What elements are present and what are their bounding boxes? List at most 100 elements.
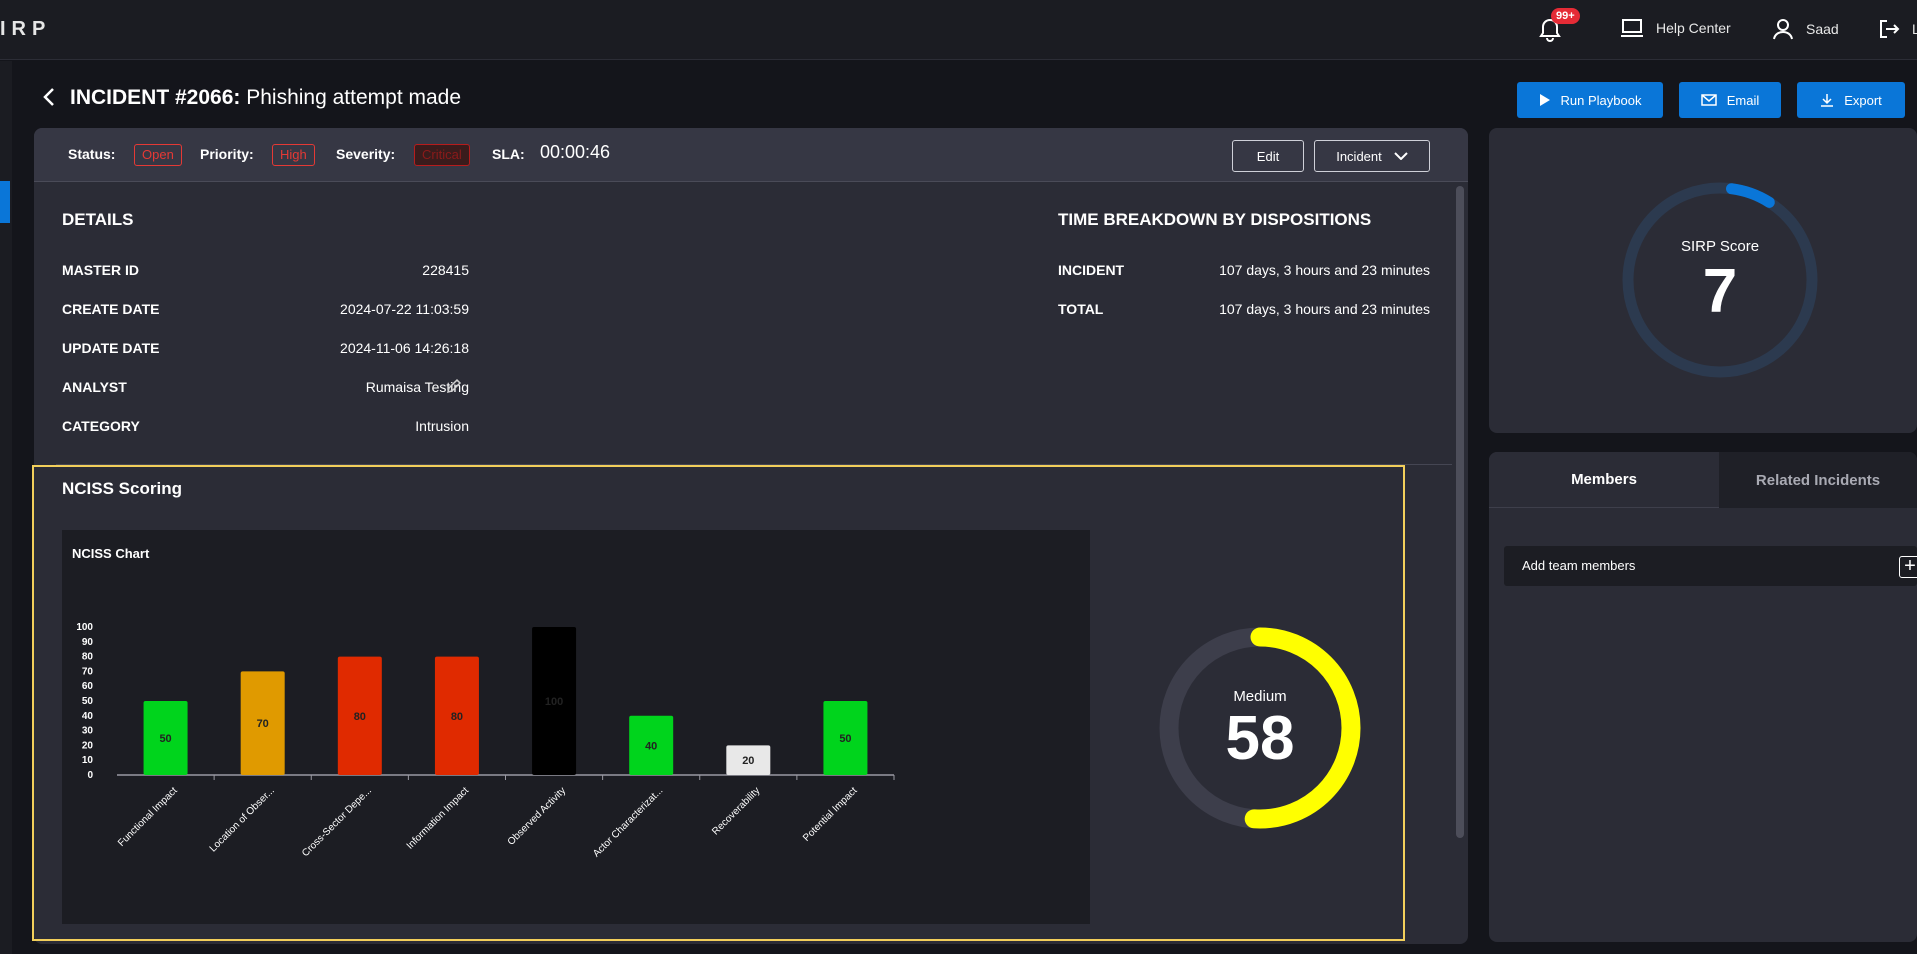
help-center-link[interactable]: Help Center — [1620, 18, 1731, 38]
run-playbook-label: Run Playbook — [1560, 92, 1642, 108]
nciss-bar-chart: 0 10 20 30 40 50 60 70 80 90 100 50 Functional Impac… — [76, 622, 895, 860]
sirp-score-value: 7 — [1702, 257, 1738, 326]
add-team-members-label: Add team members — [1522, 558, 1636, 573]
export-button[interactable]: Export — [1797, 82, 1905, 118]
section-divider — [56, 464, 1452, 465]
incident-number: INCIDENT #2066: — [70, 86, 241, 109]
y-tick-label: 0 — [87, 770, 93, 781]
bar-data-label: 80 — [354, 711, 366, 723]
priority-label: Priority: — [200, 146, 254, 162]
details-heading: DETAILS — [62, 210, 134, 229]
add-team-members-row[interactable]: Add team members + — [1504, 546, 1917, 586]
chart-bar — [337, 656, 382, 775]
run-playbook-button[interactable]: Run Playbook — [1517, 82, 1663, 118]
edit-label: Edit — [1256, 148, 1280, 164]
bar-data-label: 80 — [451, 711, 463, 723]
detail-value: 2024-07-22 11:03:59 — [340, 301, 469, 317]
bar-data-label: 20 — [742, 755, 754, 767]
status-badge[interactable]: Open — [134, 144, 182, 166]
scrollbar-thumb[interactable] — [1456, 186, 1464, 838]
priority-badge[interactable]: High — [272, 144, 315, 166]
nciss-chart-panel: NCISS Chart 0 10 20 30 40 50 60 70 80 90 100 50 Func… — [62, 530, 1090, 924]
detail-key: CATEGORY — [62, 418, 140, 434]
mail-icon — [1700, 94, 1717, 106]
nciss-heading: NCISS Scoring — [62, 479, 182, 498]
x-category-label: Recoverability — [710, 785, 762, 837]
play-icon — [1539, 94, 1550, 106]
email-label: Email — [1726, 92, 1760, 108]
y-tick-label: 90 — [82, 637, 94, 648]
bar-data-label: 70 — [257, 718, 269, 730]
chart-bar — [726, 745, 771, 775]
back-chevron-icon[interactable] — [42, 86, 56, 108]
app-logo[interactable]: IRP — [0, 18, 52, 40]
nciss-score-ring — [1159, 627, 1361, 829]
edit-button[interactable]: Edit — [1232, 140, 1304, 172]
laptop-icon — [1621, 19, 1643, 37]
x-category-label: Observed Activity — [506, 785, 568, 847]
chart-bar — [823, 701, 868, 775]
sidebar-active-indicator[interactable] — [0, 181, 10, 223]
x-category-label: Cross-Sector Depe... — [300, 785, 374, 859]
bar-data-label: 50 — [159, 733, 171, 745]
bar-data-label: 100 — [545, 696, 563, 708]
y-tick-label: 50 — [82, 696, 94, 707]
y-tick-label: 80 — [82, 652, 94, 663]
members-card: Members Related Incidents — [1489, 452, 1917, 942]
chart-bar — [143, 701, 188, 775]
x-category-label: Information Impact — [405, 785, 471, 851]
detail-value: 2024-11-06 14:26:18 — [340, 340, 469, 356]
chart-title: NCISS Chart — [72, 546, 150, 561]
incident-title: Phishing attempt made — [246, 86, 462, 109]
user-name: Saad — [1806, 21, 1839, 37]
y-tick-label: 70 — [82, 666, 94, 677]
sla-label: SLA: — [492, 146, 525, 162]
status-label: Status: — [68, 146, 116, 162]
disposition-key: TOTAL — [1058, 301, 1104, 317]
bar-data-label: 50 — [839, 733, 851, 745]
x-category-label: Potential Impact — [801, 785, 860, 844]
severity-label: Severity: — [336, 146, 396, 162]
nciss-scoring-section — [32, 465, 1405, 941]
sla-timer: 00:00:46 — [540, 142, 611, 162]
email-button[interactable]: Email — [1679, 82, 1781, 118]
sirp-score-label: SIRP Score — [1680, 238, 1760, 255]
export-label: Export — [1844, 92, 1882, 108]
pencil-edit-icon[interactable] — [446, 378, 462, 394]
analyst-value: Rumaisa Testing — [365, 379, 469, 395]
disposition-value: 107 days, 3 hours and 23 minutes — [1219, 301, 1430, 317]
chart-bar — [240, 671, 285, 775]
chevron-down-icon — [1394, 152, 1408, 160]
detail-key: ANALYST — [62, 379, 127, 395]
logout-link[interactable]: L — [1878, 18, 1917, 40]
disposition-key: INCIDENT — [1058, 262, 1125, 278]
sidebar — [0, 61, 12, 954]
detail-key: MASTER ID — [62, 262, 139, 278]
user-menu[interactable]: Saad — [1772, 18, 1839, 40]
tab-members[interactable]: Members — [1489, 452, 1719, 508]
sirp-score-card — [1489, 128, 1917, 433]
severity-badge[interactable]: Critical — [414, 144, 470, 166]
chart-bar — [629, 715, 674, 775]
sirp-ring-track — [1622, 182, 1818, 378]
y-tick-label: 40 — [82, 711, 94, 722]
detail-value: Intrusion — [415, 418, 469, 434]
time-breakdown-heading: TIME BREAKDOWN BY DISPOSITIONS — [1058, 210, 1372, 229]
plus-icon[interactable]: + — [1899, 556, 1917, 578]
x-category-label: Actor Characterizat... — [591, 785, 665, 859]
incident-type-select[interactable]: Incident — [1314, 140, 1430, 172]
chart-bar — [434, 656, 479, 775]
help-center-label: Help Center — [1656, 20, 1731, 36]
top-bar: IRP 99+ Help Center Saad L — [0, 0, 1917, 60]
sirp-score-ring — [1622, 182, 1818, 378]
detail-value: 228415 — [422, 262, 469, 278]
download-icon — [1821, 94, 1834, 107]
disposition-value: 107 days, 3 hours and 23 minutes — [1219, 262, 1430, 278]
y-tick-label: 10 — [82, 755, 94, 766]
nciss-score-value: 58 — [1225, 704, 1295, 773]
detail-key: UPDATE DATE — [62, 340, 160, 356]
notification-count-badge: 99+ — [1551, 8, 1580, 24]
y-tick-label: 100 — [76, 622, 93, 633]
tab-related-incidents[interactable]: Related Incidents — [1719, 452, 1917, 508]
user-icon — [1773, 19, 1793, 40]
